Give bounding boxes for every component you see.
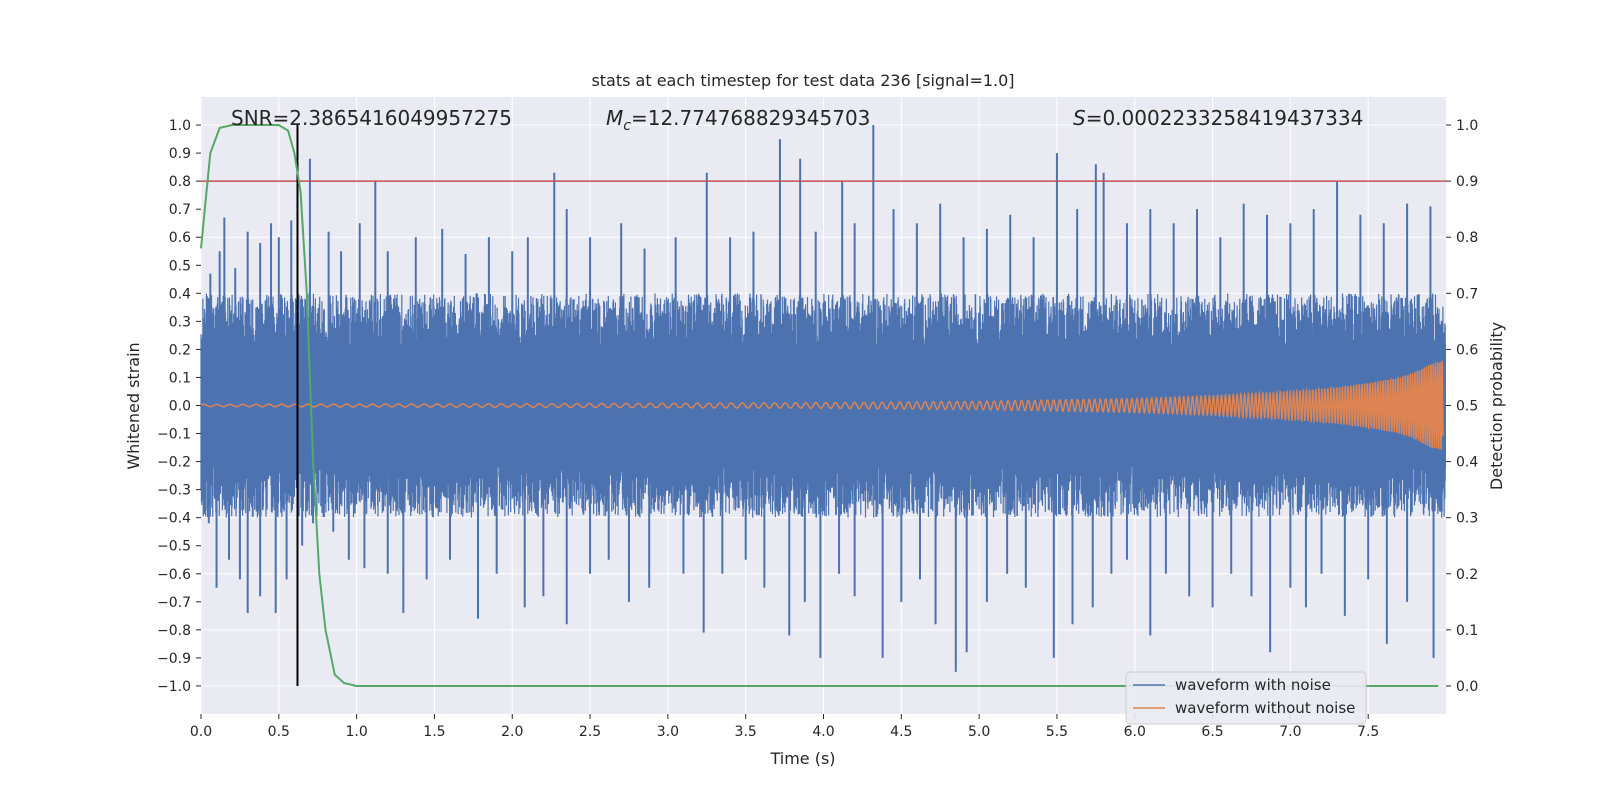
y-tick-label: 0.5 [169,258,191,274]
y-tick-label: 0.3 [169,314,191,330]
x-tick-label: 3.5 [735,724,757,740]
x-tick-label: 3.0 [657,724,679,740]
chirp-mass-annotation: Mc=12.774768829345703 [606,106,870,134]
x-axis-ticks: 0.0 0.5 1.0 1.5 2.0 2.5 3.0 3.5 4.0 4.5 5.0 5.5 6.0 6… [190,714,1379,740]
x-tick-label: 1.0 [345,724,367,740]
s-annotation: S=0.0002233258419437334 [1073,106,1363,130]
legend-label-clean: waveform without noise [1175,699,1355,717]
y-tick-label: −1.0 [157,679,191,695]
y-tick-label: −0.1 [157,427,191,443]
snr-annotation: SNR=2.3865416049957275 [231,106,512,130]
waveform-without-noise-series [200,360,1444,450]
x-tick-label: 2.0 [501,724,523,740]
y-tick-label: 0.8 [169,174,191,190]
y-tick-label: 0.9 [169,146,191,162]
y2-tick-label: 0.2 [1456,567,1478,583]
x-tick-label: 7.0 [1279,724,1301,740]
y2-axis-label: Detection probability [1487,322,1506,490]
x-tick-label: 4.5 [890,724,912,740]
y-tick-label: −0.9 [157,651,191,667]
y-tick-label: 0.6 [169,230,191,246]
x-tick-label: 0.5 [268,724,290,740]
y-axis-label: Whitened strain [124,342,143,469]
chart-title: stats at each timestep for test data 236… [591,71,1014,90]
x-tick-label: 7.5 [1357,724,1379,740]
x-tick-label: 6.0 [1124,724,1146,740]
y-tick-label: −0.2 [157,455,191,471]
y2-tick-label: 0.4 [1456,455,1478,471]
y2-tick-label: 0.7 [1456,286,1478,302]
x-tick-label: 0.0 [190,724,212,740]
y2-tick-label: 0.6 [1456,342,1478,358]
y-tick-label: 0.2 [169,342,191,358]
y-axis-ticks: 1.0 0.9 0.8 0.7 0.6 0.5 0.4 0.3 0.2 0.1 0.0 −0.1 −0.… [157,118,201,695]
y-tick-label: 0.7 [169,202,191,218]
y-tick-label: 0.0 [169,399,191,415]
x-tick-label: 1.5 [423,724,445,740]
y-tick-label: −0.6 [157,567,191,583]
y2-tick-label: 0.5 [1456,399,1478,415]
legend-label-noise: waveform with noise [1175,676,1331,694]
x-tick-label: 6.5 [1201,724,1223,740]
y-tick-label: −0.8 [157,623,191,639]
detection-probability-series [200,124,1439,687]
legend: waveform with noise waveform without noi… [1125,671,1367,725]
y-tick-label: 1.0 [169,118,191,134]
x-axis-label: Time (s) [769,749,835,768]
x-tick-label: 5.5 [1046,724,1068,740]
y-tick-label: 0.1 [169,370,191,386]
y2-tick-label: 0.8 [1456,230,1478,246]
y2-tick-label: 0.1 [1456,623,1478,639]
y-tick-label: −0.7 [157,595,191,611]
y2-tick-label: 1.0 [1456,118,1478,134]
x-tick-label: 4.0 [812,724,834,740]
y2-tick-label: 0.3 [1456,511,1478,527]
y-tick-label: −0.5 [157,539,191,555]
y2-axis-ticks: 1.0 0.9 0.8 0.7 0.6 0.5 0.4 0.3 0.2 0.1 0.0 [1446,118,1478,695]
y-tick-label: −0.4 [157,511,191,527]
y-tick-label: 0.4 [169,286,191,302]
clean-waveform-trace [200,360,1444,450]
y2-tick-label: 0.9 [1456,174,1478,190]
y-tick-label: −0.3 [157,483,191,499]
x-tick-label: 5.0 [968,724,990,740]
x-tick-label: 2.5 [579,724,601,740]
y2-tick-label: 0.0 [1456,679,1478,695]
